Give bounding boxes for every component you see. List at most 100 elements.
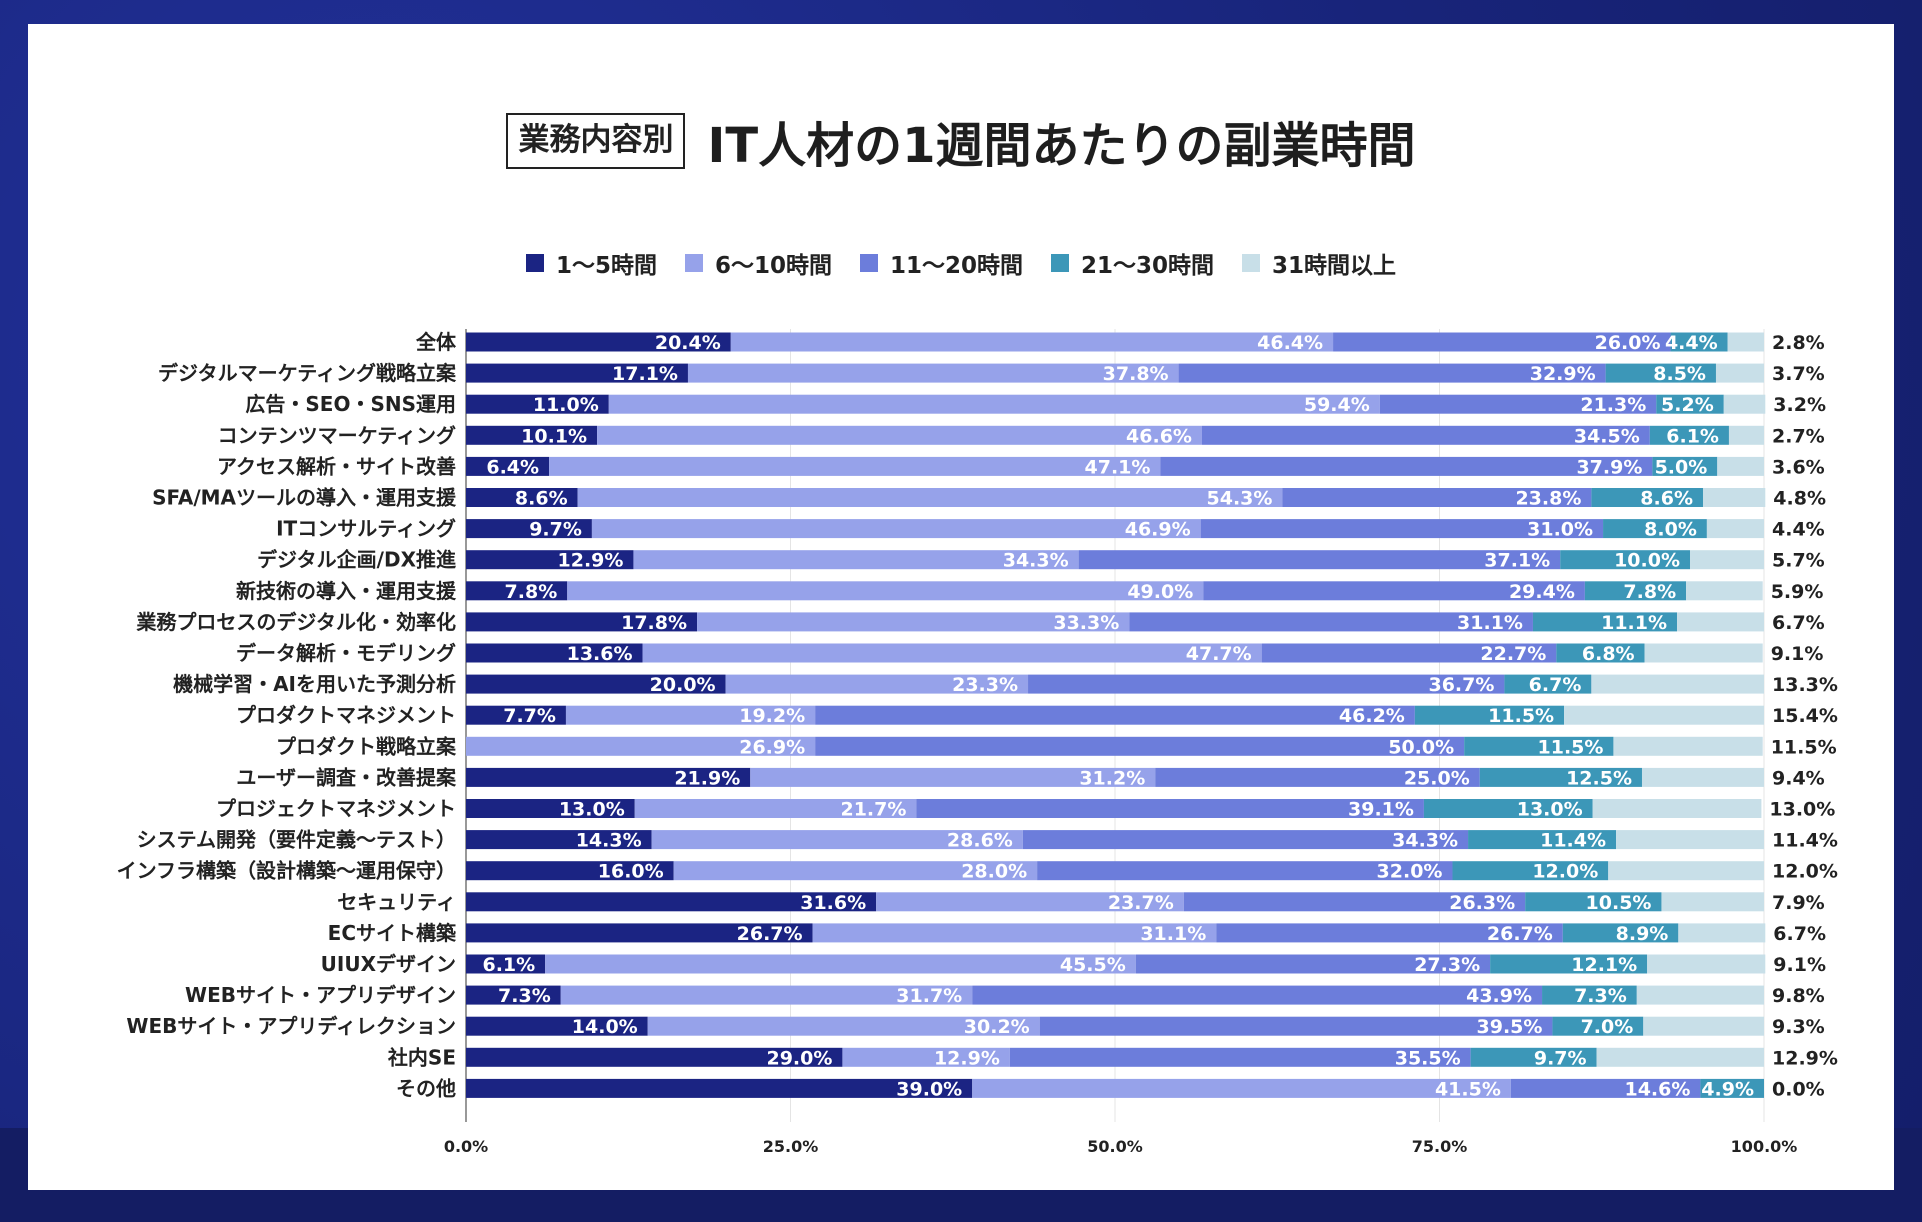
bar-segment-31h-plus bbox=[1613, 736, 1763, 756]
data-label-6-10h: 45.5% bbox=[1060, 954, 1126, 976]
data-label-21-30h: 13.0% bbox=[1517, 799, 1583, 821]
data-label-6-10h: 31.1% bbox=[1140, 923, 1206, 945]
bar-segment-31h-plus bbox=[1564, 705, 1764, 725]
bar-segment-11-20h bbox=[1178, 363, 1606, 383]
bar-segment-11-20h bbox=[1510, 1078, 1701, 1098]
bar-segment-1-5h bbox=[466, 892, 877, 912]
data-label-11-20h: 26.0% bbox=[1595, 332, 1661, 354]
bar-segment-1-5h bbox=[466, 705, 566, 725]
bar-segment-21-30h bbox=[1414, 705, 1565, 725]
data-label-6-10h: 46.9% bbox=[1125, 519, 1191, 541]
data-label-11-20h: 31.1% bbox=[1457, 612, 1523, 634]
category-label: 機械学習・AIを用いた予測分析 bbox=[173, 672, 456, 696]
data-label-1-5h: 12.9% bbox=[558, 550, 624, 572]
category-label: SFA/MAツールの導入・運用支援 bbox=[152, 486, 457, 510]
bar-segment-21-30h bbox=[1525, 892, 1662, 912]
category-label: セキュリティ bbox=[337, 890, 456, 914]
data-label-11-20h: 46.2% bbox=[1339, 705, 1405, 727]
legend: 1〜5時間 6〜10時間 11〜20時間 21〜30時間 31時間以上 bbox=[28, 246, 1894, 280]
data-label-1-5h: 13.0% bbox=[559, 799, 625, 821]
bar-segment-1-5h bbox=[466, 519, 592, 539]
data-label-6-10h: 54.3% bbox=[1207, 488, 1273, 510]
data-label-11-20h: 29.4% bbox=[1509, 581, 1575, 603]
data-label-21-30h: 12.5% bbox=[1566, 767, 1632, 789]
category-label: アクセス解析・サイト改善 bbox=[217, 454, 456, 478]
data-label-1-5h: 6.1% bbox=[482, 954, 535, 976]
bar-segment-6-10h bbox=[466, 736, 816, 756]
bar-segment-11-20h bbox=[815, 705, 1415, 725]
category-label: 業務プロセスのデジタル化・効率化 bbox=[136, 610, 456, 634]
bar-segment-31h-plus bbox=[1592, 799, 1762, 818]
bar-segment-6-10h bbox=[591, 519, 1201, 539]
data-label-11-20h: 26.7% bbox=[1487, 923, 1553, 945]
bar-segment-21-30h bbox=[1605, 363, 1716, 383]
category-label: データ解析・モデリング bbox=[236, 641, 456, 665]
bar-segment-1-5h bbox=[466, 830, 652, 850]
data-label-6-10h: 37.8% bbox=[1103, 363, 1169, 385]
data-label-1-5h: 11.0% bbox=[533, 394, 599, 416]
bar-segment-6-10h bbox=[633, 550, 1079, 570]
bar-segment-1-5h bbox=[466, 612, 698, 632]
category-label: デジタルマーケティング戦略立案 bbox=[158, 361, 457, 385]
bar-segment-31h-plus bbox=[1690, 550, 1764, 570]
bar-segment-11-20h bbox=[1135, 954, 1491, 974]
bar-segment-21-30h bbox=[1603, 519, 1707, 539]
data-label-21-30h: 9.7% bbox=[1534, 1047, 1587, 1069]
bar-segment-6-10h bbox=[647, 1016, 1040, 1036]
data-label-1-5h: 29.0% bbox=[766, 1047, 832, 1069]
bar-segment-31h-plus bbox=[1643, 1016, 1764, 1036]
data-label-11-20h: 35.5% bbox=[1395, 1047, 1461, 1069]
bar-segment-11-20h bbox=[1200, 519, 1604, 539]
bar-segment-31h-plus bbox=[1596, 1047, 1764, 1067]
data-label-11-20h: 22.7% bbox=[1480, 643, 1546, 665]
bar-segment-31h-plus bbox=[1591, 674, 1764, 694]
bar-segment-1-5h bbox=[466, 799, 635, 818]
bar-segment-21-30h bbox=[1490, 954, 1648, 974]
legend-item-31h-plus: 31時間以上 bbox=[1242, 246, 1396, 280]
bar-segment-31h-plus bbox=[1644, 643, 1763, 663]
data-label-6-10h: 33.3% bbox=[1053, 612, 1119, 634]
bar-segment-1-5h bbox=[466, 332, 731, 352]
bar-segment-6-10h bbox=[673, 861, 1038, 881]
bar-segment-1-5h bbox=[466, 923, 813, 943]
bar-segment-31h-plus bbox=[1647, 954, 1766, 974]
category-label: 社内SE bbox=[387, 1045, 456, 1069]
data-label-11-20h: 32.9% bbox=[1530, 363, 1596, 385]
bar-segment-6-10h bbox=[651, 830, 1023, 850]
category-label: ECサイト構築 bbox=[328, 921, 457, 945]
data-label-11-20h: 21.3% bbox=[1580, 394, 1646, 416]
bar-segment-21-30h bbox=[1470, 1047, 1597, 1067]
bar-segment-21-30h bbox=[1700, 1078, 1764, 1098]
category-label: 広告・SEO・SNS運用 bbox=[245, 392, 456, 416]
data-label-11-20h: 23.8% bbox=[1515, 488, 1581, 510]
data-label-31h-plus: 12.9% bbox=[1772, 1047, 1838, 1069]
bar-segment-6-10h bbox=[750, 767, 1156, 787]
category-label: WEBサイト・アプリデザイン bbox=[185, 983, 456, 1007]
bar-segment-31h-plus bbox=[1636, 985, 1764, 1005]
bar-segment-21-30h bbox=[1552, 1016, 1644, 1036]
bar-segment-11-20h bbox=[1078, 550, 1561, 570]
legend-label-11-20h: 11〜20時間 bbox=[889, 253, 1023, 279]
data-label-11-20h: 50.0% bbox=[1388, 736, 1454, 758]
bar-segment-11-20h bbox=[1183, 892, 1526, 912]
x-tick-label: 100.0% bbox=[1731, 1137, 1798, 1156]
bar-segment-6-10h bbox=[812, 923, 1217, 943]
bar-segment-11-20h bbox=[1009, 1047, 1471, 1067]
category-label: その他 bbox=[396, 1076, 456, 1100]
category-label: コンテンツマーケティング bbox=[218, 423, 456, 447]
bar-segment-31h-plus bbox=[1678, 923, 1766, 943]
bar-segment-6-10h bbox=[876, 892, 1184, 912]
data-label-31h-plus: 3.7% bbox=[1772, 363, 1825, 385]
data-label-31h-plus: 6.7% bbox=[1772, 612, 1825, 634]
bar-segment-21-30h bbox=[1560, 550, 1691, 570]
data-label-1-5h: 21.9% bbox=[674, 767, 740, 789]
data-label-1-5h: 17.8% bbox=[621, 612, 687, 634]
bar-segment-1-5h bbox=[466, 674, 726, 694]
data-label-31h-plus: 5.7% bbox=[1772, 550, 1825, 572]
data-label-1-5h: 7.3% bbox=[498, 985, 551, 1007]
legend-swatch-11-20h bbox=[859, 254, 878, 272]
chart-card: 業務内容別 IT人材の1週間あたりの副業時間 1〜5時間 6〜10時間 11〜2… bbox=[28, 24, 1894, 1190]
bar-segment-1-5h bbox=[466, 488, 578, 507]
bar-segment-6-10h bbox=[687, 363, 1179, 383]
data-label-11-20h: 36.7% bbox=[1428, 674, 1494, 696]
